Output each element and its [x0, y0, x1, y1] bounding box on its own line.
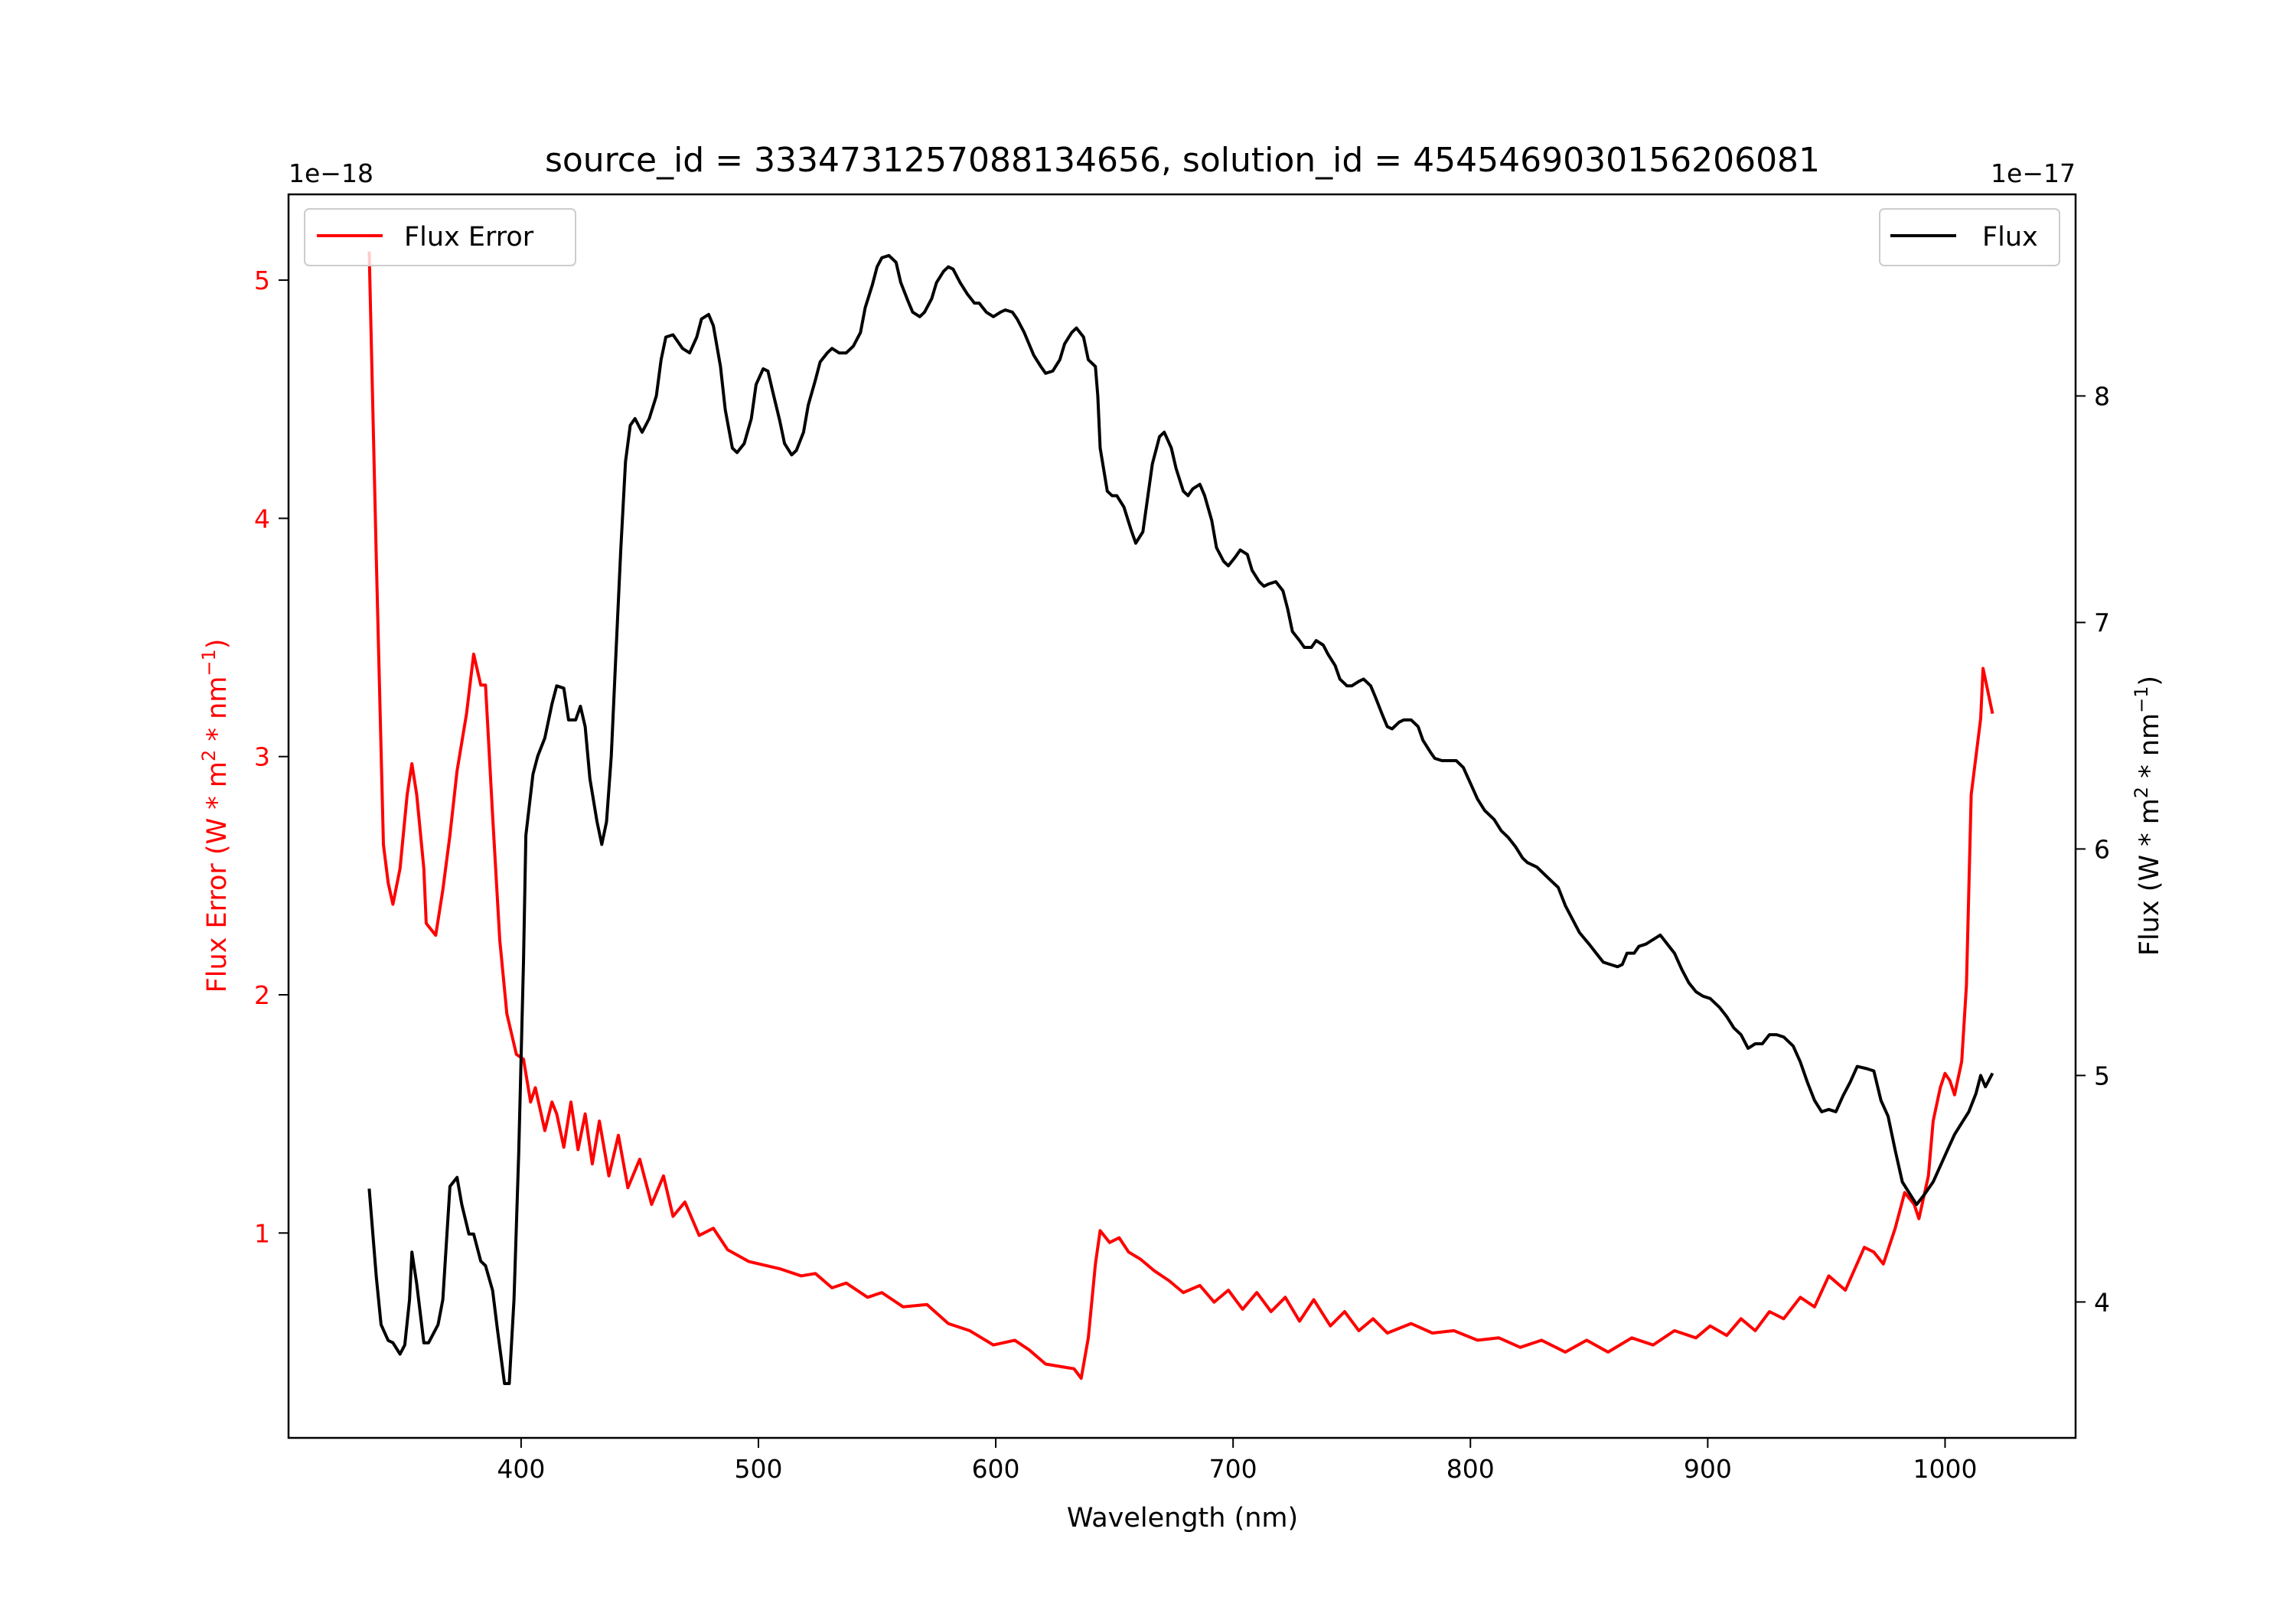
right-y-tick-label: 7	[2094, 608, 2110, 637]
x-tick-label: 600	[972, 1454, 1020, 1484]
right-y-axis-label: Flux (W * m2 * nm−1)	[2131, 676, 2165, 956]
legend-flux: Flux	[1879, 208, 2060, 266]
right-y-tick-label: 6	[2094, 834, 2110, 864]
x-tick-label: 900	[1684, 1454, 1732, 1484]
right-y-tick-label: 8	[2094, 381, 2110, 411]
x-tick-label: 1000	[1913, 1454, 1977, 1484]
series-layer	[367, 251, 1994, 1385]
right-offset-text: 1e−17	[1991, 158, 2076, 188]
series-line-flux-error	[367, 251, 1994, 1380]
series-line-flux	[367, 253, 1994, 1385]
legend-label-flux: Flux	[1982, 222, 2038, 253]
x-tick-label: 800	[1446, 1454, 1495, 1484]
left-y-tick-label: 5	[254, 266, 270, 295]
legend-box	[304, 208, 576, 266]
right-y-tick-label: 5	[2094, 1061, 2110, 1090]
x-tick-label: 400	[497, 1454, 545, 1484]
left-y-axis-label: Flux Error (W * m2 * nm−1)	[198, 639, 233, 993]
legend-box	[1879, 208, 2060, 266]
legend-flux-error: Flux Error	[304, 208, 576, 266]
legend-label-flux-error: Flux Error	[404, 222, 534, 253]
left-y-tick-label: 4	[254, 504, 270, 533]
x-axis-label: Wavelength (nm)	[1067, 1503, 1298, 1534]
left-y-tick-label: 1	[254, 1218, 270, 1248]
axes-layer: 400 500 600 700 800 900 1000 1 2 3 4 5 4 5 6 7 8	[254, 266, 2110, 1484]
x-tick-label: 700	[1209, 1454, 1257, 1484]
left-y-tick-label: 3	[254, 742, 270, 772]
right-y-tick-label: 4	[2094, 1287, 2110, 1317]
left-offset-text: 1e−18	[289, 158, 373, 188]
plot-frame	[287, 193, 2077, 1439]
chart-title: source_id = 3334731257088134656, solutio…	[545, 141, 1820, 180]
x-tick-label: 500	[734, 1454, 782, 1484]
left-y-tick-label: 2	[254, 980, 270, 1010]
